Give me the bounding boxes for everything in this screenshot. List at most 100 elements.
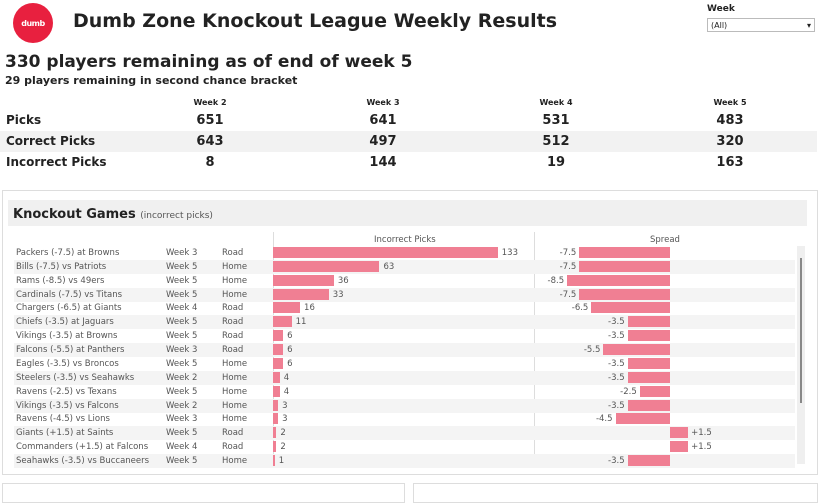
- logo: dumb: [13, 3, 53, 43]
- spread-bar: [627, 357, 670, 369]
- week-column-header: Week 4: [539, 98, 573, 107]
- table-row[interactable]: Vikings (-3.5) at Browns Week 5 Road 6 -…: [14, 329, 795, 343]
- incorrect-picks-bar: [273, 399, 279, 411]
- spread-value: -7.5: [559, 261, 577, 272]
- location-label: Home: [222, 386, 248, 397]
- week-label: Week 3: [166, 414, 198, 425]
- table-row[interactable]: Commanders (+1.5) at Falcons Week 4 Road…: [14, 440, 795, 454]
- incorrect-picks-bar: [273, 455, 275, 467]
- panel-subtitle: (incorrect picks): [140, 211, 213, 221]
- game-label: Falcons (-5.5) at Panthers: [16, 345, 125, 356]
- location-label: Home: [222, 289, 248, 300]
- week-filter-label: Week: [707, 4, 735, 14]
- spread-bar: [567, 274, 670, 286]
- incorrect-picks-bar: [273, 274, 334, 286]
- scrollbar-thumb[interactable]: [800, 258, 802, 403]
- bottom-right-panel: [413, 483, 818, 503]
- table-row[interactable]: Vikings (-3.5) vs Falcons Week 2 Home 3 …: [14, 398, 795, 413]
- incorrect-picks-value: 1: [278, 456, 285, 467]
- incorrect-picks-header: Incorrect Picks: [374, 235, 436, 245]
- incorrect-picks-value: 16: [304, 303, 315, 314]
- incorrect-picks-bar: [273, 427, 277, 439]
- spread-bar: [627, 399, 670, 411]
- game-label: Seahawks (-3.5) vs Buccaneers: [16, 456, 150, 467]
- panel-header: [8, 200, 807, 226]
- location-label: Road: [222, 345, 244, 356]
- stats-value: 643: [196, 134, 224, 149]
- game-label: Chargers (-6.5) at Giants: [16, 303, 122, 314]
- game-label: Packers (-7.5) at Browns: [16, 248, 120, 258]
- spread-bar: [627, 316, 670, 328]
- table-row[interactable]: Ravens (-2.5) vs Texans Week 5 Home 4 -2…: [14, 385, 795, 399]
- incorrect-picks-value: 33: [332, 289, 344, 300]
- spread-value: -3.5: [608, 456, 625, 467]
- incorrect-picks-value: 3: [282, 400, 288, 411]
- stats-value: 320: [716, 134, 744, 149]
- week-label: Week 3: [166, 345, 198, 356]
- spread-bar: [579, 260, 670, 272]
- incorrect-picks-value: 4: [283, 386, 290, 397]
- week-label: Week 2: [166, 400, 198, 411]
- stats-value: 163: [716, 155, 744, 170]
- game-label: Vikings (-3.5) at Browns: [16, 331, 118, 342]
- table-row[interactable]: Cardinals (-7.5) vs Titans Week 5 Home 3…: [14, 287, 795, 302]
- incorrect-picks-value: 11: [295, 317, 307, 328]
- table-row[interactable]: Bills (-7.5) vs Patriots Week 5 Home 63 …: [14, 259, 795, 274]
- stats-row: Incorrect Picks 8 144 19 163: [0, 152, 817, 173]
- stats-value: 483: [716, 113, 744, 128]
- table-row[interactable]: Steelers (-3.5) vs Seahawks Week 2 Home …: [14, 370, 795, 385]
- stats-value: 8: [205, 155, 215, 170]
- week-label: Week 5: [166, 289, 198, 300]
- location-label: Home: [222, 261, 248, 272]
- spread-bar: [639, 385, 670, 397]
- game-label: Vikings (-3.5) vs Falcons: [16, 400, 119, 411]
- spread-bar: [603, 344, 670, 356]
- game-label: Rams (-8.5) vs 49ers: [16, 275, 105, 286]
- incorrect-picks-value: 133: [501, 248, 518, 258]
- spread-value: -3.5: [608, 358, 625, 369]
- week-column-header: Week 3: [366, 98, 400, 107]
- spread-bar: [627, 371, 670, 383]
- spread-bar: [627, 455, 670, 467]
- table-row[interactable]: Ravens (-4.5) vs Lions Week 3 Home 3 -4.…: [14, 412, 795, 426]
- game-label: Eagles (-3.5) vs Broncos: [16, 358, 119, 369]
- table-row[interactable]: Falcons (-5.5) at Panthers Week 3 Road 6…: [14, 343, 795, 358]
- stats-row-label: Correct Picks: [6, 134, 96, 148]
- table-row[interactable]: Seahawks (-3.5) vs Buccaneers Week 5 Hom…: [14, 454, 795, 469]
- players-remaining-headline: 330 players remaining as of end of week …: [5, 52, 413, 72]
- spread-value: -7.5: [559, 289, 577, 300]
- spread-bar: [579, 288, 670, 300]
- week-column-header: Week 5: [713, 98, 747, 107]
- week-filter-dropdown[interactable]: (All) ▾: [707, 18, 815, 32]
- stats-value: 144: [369, 155, 397, 170]
- second-chance-subline: 29 players remaining in second chance br…: [5, 74, 298, 87]
- location-label: Road: [222, 442, 244, 453]
- incorrect-picks-value: 6: [287, 358, 293, 369]
- spread-bar: [615, 413, 670, 425]
- knockout-games-panel: [2, 190, 818, 475]
- week-label: Week 5: [166, 428, 198, 439]
- location-label: Road: [222, 428, 244, 439]
- week-label: Week 5: [166, 358, 198, 369]
- table-row[interactable]: Rams (-8.5) vs 49ers Week 5 Home 36 -8.5: [14, 274, 795, 288]
- incorrect-picks-bar: [273, 260, 380, 272]
- table-row[interactable]: Chiefs (-3.5) at Jaguars Week 5 Road 11 …: [14, 315, 795, 330]
- table-row[interactable]: Packers (-7.5) at Browns Week 3 Road 133…: [14, 246, 795, 260]
- spread-bar: [627, 330, 670, 342]
- location-label: Road: [222, 317, 244, 328]
- table-row[interactable]: Chargers (-6.5) at Giants Week 4 Road 16…: [14, 301, 795, 315]
- incorrect-picks-bar: [273, 316, 292, 328]
- table-row[interactable]: Giants (+1.5) at Saints Week 5 Road 2 +1…: [14, 426, 795, 441]
- location-label: Road: [222, 331, 244, 342]
- location-label: Home: [222, 275, 248, 286]
- spread-value: -2.5: [620, 386, 637, 397]
- stats-row-label: Picks: [6, 113, 42, 127]
- week-label: Week 4: [166, 303, 198, 314]
- spread-value: -5.5: [583, 345, 601, 356]
- table-row[interactable]: Eagles (-3.5) vs Broncos Week 5 Home 6 -…: [14, 357, 795, 371]
- stats-row: Picks 651 641 531 483: [0, 110, 817, 131]
- location-label: Road: [222, 303, 244, 314]
- incorrect-picks-bar: [273, 371, 280, 383]
- incorrect-picks-bar: [273, 288, 329, 300]
- week-label: Week 4: [166, 442, 198, 453]
